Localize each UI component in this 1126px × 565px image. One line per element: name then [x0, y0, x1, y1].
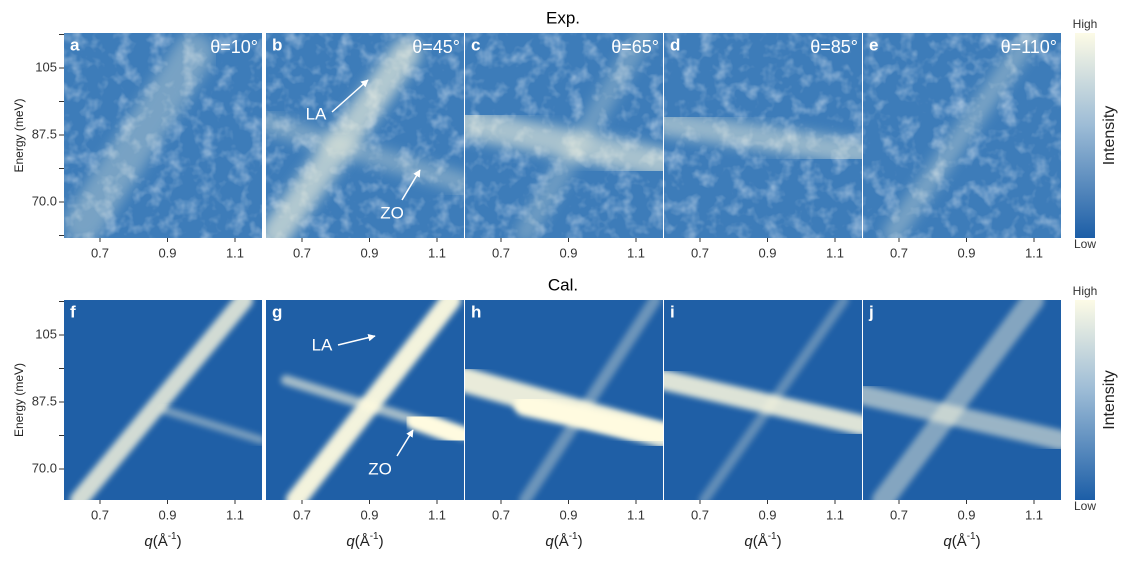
x-tick-label: 0.9	[360, 507, 378, 522]
panel-letter: h	[471, 302, 481, 321]
x-tick-label: 0.9	[158, 507, 176, 522]
panel-letter: b	[272, 35, 282, 54]
x-tick-label: 1.1	[428, 245, 446, 260]
annotation: LA	[306, 104, 327, 123]
panel-letter: c	[471, 35, 480, 54]
x-tick-label: 0.7	[91, 507, 109, 522]
y-axis-label: Energy (meV)	[12, 98, 26, 172]
y-tick-label: 105	[35, 59, 57, 74]
row-title: Cal.	[548, 275, 578, 294]
y-tick-label: 70.0	[32, 193, 57, 208]
annotation: LA	[312, 335, 333, 354]
x-tick-label: 0.7	[492, 507, 510, 522]
panel-letter: d	[670, 35, 680, 54]
x-close: )	[976, 533, 981, 550]
annotation: ZO	[368, 459, 392, 478]
x-close: )	[177, 533, 182, 550]
x-close: )	[777, 533, 782, 550]
x-unit: (Å	[554, 533, 569, 550]
x-tick-label: 1.1	[1025, 507, 1043, 522]
x-tick-label: 0.9	[559, 507, 577, 522]
annotation: ZO	[380, 203, 404, 222]
x-tick-label: 1.1	[226, 245, 244, 260]
panel-letter: f	[70, 302, 76, 321]
x-tick-label: 1.1	[627, 245, 645, 260]
colorbar	[1075, 300, 1095, 500]
x-tick-label: 0.9	[957, 507, 975, 522]
x-tick-label: 1.1	[826, 507, 844, 522]
heatmap	[465, 33, 663, 238]
x-tick-label: 0.9	[957, 245, 975, 260]
x-tick-label: 0.7	[691, 507, 709, 522]
panel-letter: a	[70, 35, 80, 54]
panel-letter: i	[670, 302, 675, 321]
row-title: Exp.	[546, 8, 580, 27]
heatmap	[64, 300, 262, 500]
y-tick-label: 105	[35, 326, 57, 341]
theta: θ=65°	[611, 37, 659, 57]
colorbar-label: Intensity	[1101, 370, 1118, 430]
y-tick-label: 87.5	[32, 393, 57, 408]
x-tick-label: 0.7	[492, 245, 510, 260]
x-tick-label: 1.1	[226, 507, 244, 522]
x-axis-label: q(Å-1)	[943, 531, 980, 550]
x-unit: (Å	[952, 533, 967, 550]
x-tick-label: 0.7	[293, 245, 311, 260]
colorbar-high: High	[1073, 17, 1098, 31]
x-tick-label: 0.7	[890, 507, 908, 522]
heatmap	[64, 33, 262, 238]
page: Exp. a θ=10° 0.7 0.9 1.1 b θ=45° LA ZO 0.7 0.9 1.1 c θ…	[0, 0, 1126, 565]
panel-letter: j	[868, 302, 874, 321]
heatmap	[266, 33, 464, 238]
x-tick-label: 0.7	[91, 245, 109, 260]
x-axis-label: q(Å-1)	[545, 531, 582, 550]
theta: θ=85°	[810, 37, 858, 57]
y-tick-label: 87.5	[32, 126, 57, 141]
theta: θ=10°	[210, 37, 258, 57]
panel-letter: e	[869, 35, 878, 54]
theta: θ=45°	[412, 37, 460, 57]
x-tick-label: 0.9	[559, 245, 577, 260]
x-axis-label: q(Å-1)	[144, 531, 181, 550]
colorbar-low: Low	[1074, 237, 1096, 251]
x-tick-label: 0.7	[890, 245, 908, 260]
x-unit: (Å	[355, 533, 370, 550]
colorbar-low: Low	[1074, 499, 1096, 513]
x-tick-label: 0.9	[360, 245, 378, 260]
x-unit: (Å	[753, 533, 768, 550]
y-axis-label: Energy (meV)	[12, 363, 26, 437]
heatmap	[863, 33, 1061, 238]
x-tick-label: 1.1	[627, 507, 645, 522]
x-tick-label: 1.1	[428, 507, 446, 522]
x-close: )	[379, 533, 384, 550]
heatmap	[266, 300, 464, 500]
x-axis-label: q(Å-1)	[744, 531, 781, 550]
heatmap	[863, 300, 1061, 500]
x-axis-label: q(Å-1)	[346, 531, 383, 550]
figure: Exp. a θ=10° 0.7 0.9 1.1 b θ=45° LA ZO 0.7 0.9 1.1 c θ…	[0, 0, 1126, 560]
colorbar	[1075, 33, 1095, 238]
x-tick-label: 0.7	[293, 507, 311, 522]
x-unit: (Å	[153, 533, 168, 550]
x-tick-label: 1.1	[826, 245, 844, 260]
heatmap	[664, 300, 862, 500]
heatmap	[664, 33, 862, 238]
theta: θ=110°	[1001, 37, 1057, 57]
colorbar-high: High	[1073, 284, 1098, 298]
heatmap	[465, 300, 663, 500]
y-tick-label: 70.0	[32, 460, 57, 475]
x-tick-label: 0.9	[158, 245, 176, 260]
colorbar-label: Intensity	[1101, 106, 1118, 166]
x-tick-label: 0.7	[691, 245, 709, 260]
panel-letter: g	[272, 302, 282, 321]
x-tick-label: 0.9	[758, 507, 776, 522]
x-tick-label: 1.1	[1025, 245, 1043, 260]
x-close: )	[578, 533, 583, 550]
x-tick-label: 0.9	[758, 245, 776, 260]
